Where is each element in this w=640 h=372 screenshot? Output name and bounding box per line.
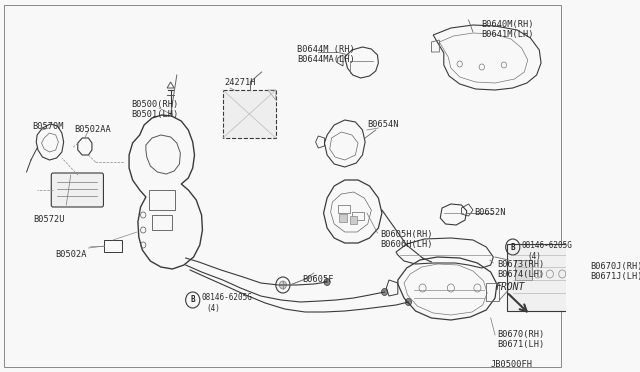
Text: B0652N: B0652N [474,208,506,217]
Text: 08146-6205G: 08146-6205G [202,294,252,302]
Text: B0502A: B0502A [55,250,86,259]
Text: B0641M(LH): B0641M(LH) [481,30,533,39]
Circle shape [405,298,412,305]
Bar [339,214,346,222]
Text: B0640M(RH): B0640M(RH) [481,20,533,29]
Text: B0644M (RH): B0644M (RH) [297,45,355,54]
Text: (4): (4) [527,251,541,260]
Text: B0671J(LH): B0671J(LH) [591,272,640,281]
Text: B: B [191,295,195,305]
Bar [515,260,532,280]
Text: 08146-6205G: 08146-6205G [522,241,572,250]
Bar [350,216,357,224]
Text: B0605F: B0605F [302,275,334,284]
Text: B0502AA: B0502AA [74,125,111,134]
FancyBboxPatch shape [508,244,589,311]
Circle shape [381,289,388,295]
Text: B0673(RH): B0673(RH) [497,260,544,269]
Text: B0501(LH): B0501(LH) [131,110,178,119]
Text: 24271H: 24271H [225,78,256,87]
Text: (4): (4) [207,305,221,314]
Text: B0570M: B0570M [32,122,63,131]
Bar [352,212,364,220]
Text: B: B [511,243,515,251]
Text: JB0500FH: JB0500FH [491,360,532,369]
Text: B0605H(RH): B0605H(RH) [380,230,433,239]
Bar [148,190,175,210]
Text: B0572U: B0572U [33,215,65,224]
Text: B0674(LH): B0674(LH) [497,270,544,279]
Text: B0654N: B0654N [367,120,398,129]
Bar [152,215,172,230]
Bar [338,205,350,213]
Text: B0644MA(LH): B0644MA(LH) [297,55,355,64]
Text: B0671(LH): B0671(LH) [498,340,545,349]
Circle shape [324,279,330,285]
Text: FRONT: FRONT [495,282,524,292]
Text: B0606H(LH): B0606H(LH) [380,240,433,249]
FancyBboxPatch shape [51,173,104,207]
Text: B0670J(RH): B0670J(RH) [591,262,640,271]
Circle shape [280,281,287,289]
Bar [223,90,276,138]
Text: B0500(RH): B0500(RH) [131,100,178,109]
Text: B0670(RH): B0670(RH) [498,330,545,339]
Bar [486,283,499,301]
Bar [104,240,122,252]
